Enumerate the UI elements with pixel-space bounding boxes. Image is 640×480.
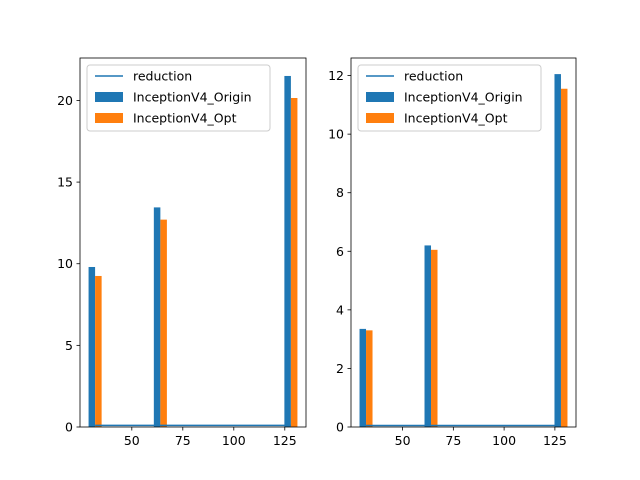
y-tick-label: 12 <box>328 68 344 83</box>
y-tick-label: 0 <box>336 420 344 435</box>
legend-label: reduction <box>404 69 463 84</box>
legend-swatch-bar <box>366 92 394 102</box>
y-tick-label: 8 <box>336 185 344 200</box>
bar-inceptionv4-opt-64 <box>431 249 438 427</box>
legend-label: InceptionV4_Origin <box>404 90 523 105</box>
bar-inceptionv4-opt-32 <box>366 330 373 427</box>
y-tick-label: 4 <box>336 302 344 317</box>
bar-inceptionv4-origin-32 <box>359 328 367 427</box>
y-tick-label: 6 <box>336 244 344 259</box>
x-tick-label: 125 <box>543 433 567 448</box>
y-tick-label: 5 <box>65 338 73 353</box>
y-tick-label: 20 <box>57 93 73 108</box>
legend-swatch-bar <box>95 92 123 102</box>
legend-label: reduction <box>133 69 192 84</box>
x-tick-label: 75 <box>445 433 461 448</box>
x-tick-label: 100 <box>222 433 246 448</box>
bar-inceptionv4-origin-64 <box>153 207 161 427</box>
legend-label: InceptionV4_Opt <box>133 111 237 126</box>
legend-label: InceptionV4_Origin <box>133 90 252 105</box>
x-tick-label: 50 <box>395 433 411 448</box>
bar-inceptionv4-opt-32 <box>95 275 102 427</box>
legend: reduction InceptionV4_Origin InceptionV4_O… <box>357 64 542 132</box>
y-tick-label: 15 <box>57 175 73 190</box>
y-tick-label: 0 <box>65 420 73 435</box>
legend-box <box>86 64 271 132</box>
axes-frame <box>79 57 307 428</box>
bar-inceptionv4-opt-64 <box>160 219 167 427</box>
legend-label: InceptionV4_Opt <box>404 111 508 126</box>
legend-box <box>357 64 542 132</box>
x-tick-label: 100 <box>492 433 516 448</box>
bar-inceptionv4-origin-128 <box>554 74 561 427</box>
subplot-left: 50 75 100 125 0 5 10 15 20 reduction InceptionV4_O… <box>57 57 307 448</box>
y-tick-label: 10 <box>57 256 73 271</box>
bar-inceptionv4-origin-64 <box>424 245 432 427</box>
bar-inceptionv4-origin-32 <box>88 266 96 427</box>
x-tick-label: 75 <box>175 433 191 448</box>
x-tick-label: 125 <box>273 433 297 448</box>
y-tick-label: 2 <box>336 361 344 376</box>
bar-inceptionv4-origin-128 <box>284 75 291 427</box>
axes-frame <box>350 57 577 428</box>
y-tick-label: 10 <box>328 127 344 142</box>
bar-inceptionv4-opt-128 <box>290 98 298 428</box>
bar-inceptionv4-opt-128 <box>560 88 568 427</box>
x-tick-label: 50 <box>124 433 140 448</box>
subplot-right: 50 75 100 125 0 2 4 6 8 10 12 reduction InceptionV4_… <box>328 57 577 448</box>
legend-swatch-bar <box>366 113 394 123</box>
legend: reduction InceptionV4_Origin InceptionV4_O… <box>86 64 271 132</box>
legend-swatch-bar <box>95 113 123 123</box>
